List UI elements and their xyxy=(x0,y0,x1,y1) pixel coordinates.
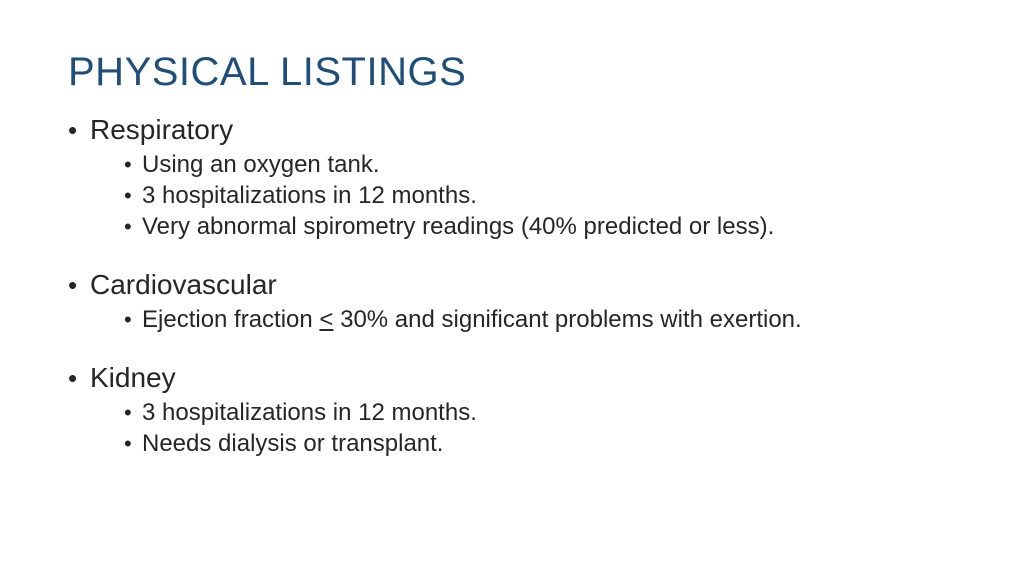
list-item: • Respiratory • Using an oxygen tank. • … xyxy=(68,113,956,242)
list-item: • Using an oxygen tank. xyxy=(124,149,956,180)
list-item: • Ejection fraction < 30% and significan… xyxy=(124,304,956,335)
bullet-icon: • xyxy=(68,272,90,298)
bullet-list-level2: • Using an oxygen tank. • 3 hospitalizat… xyxy=(68,149,956,243)
list-item-text: Ejection fraction < 30% and significant … xyxy=(142,304,802,335)
bullet-list-level2: • Ejection fraction < 30% and significan… xyxy=(68,304,956,335)
list-item-text: Needs dialysis or transplant. xyxy=(142,428,443,459)
underline-text: < xyxy=(319,306,333,333)
slide: PHYSICAL LISTINGS • Respiratory • Using … xyxy=(0,0,1024,576)
list-item-text: 3 hospitalizations in 12 months. xyxy=(142,180,477,211)
list-item-row: • Cardiovascular xyxy=(68,268,956,302)
list-item: • Cardiovascular • Ejection fraction < 3… xyxy=(68,268,956,335)
bullet-icon: • xyxy=(124,151,142,179)
list-item-row: • Kidney xyxy=(68,361,956,395)
bullet-icon: • xyxy=(124,306,142,334)
bullet-icon: • xyxy=(124,430,142,458)
list-item: • 3 hospitalizations in 12 months. xyxy=(124,397,956,428)
section-heading: Cardiovascular xyxy=(90,268,277,302)
bullet-icon: • xyxy=(124,399,142,427)
bullet-icon: • xyxy=(124,213,142,241)
slide-title: PHYSICAL LISTINGS xyxy=(68,50,956,95)
list-item-row: • Respiratory xyxy=(68,113,956,147)
bullet-list-level1: • Respiratory • Using an oxygen tank. • … xyxy=(68,113,956,459)
bullet-icon: • xyxy=(68,117,90,143)
bullet-icon: • xyxy=(124,182,142,210)
list-item: • Very abnormal spirometry readings (40%… xyxy=(124,211,956,242)
list-item-text: Using an oxygen tank. xyxy=(142,149,379,180)
bullet-list-level2: • 3 hospitalizations in 12 months. • Nee… xyxy=(68,397,956,459)
list-item-text: 3 hospitalizations in 12 months. xyxy=(142,397,477,428)
list-item: • Kidney • 3 hospitalizations in 12 mont… xyxy=(68,361,956,459)
section-heading: Kidney xyxy=(90,361,176,395)
bullet-icon: • xyxy=(68,365,90,391)
list-item-text: Very abnormal spirometry readings (40% p… xyxy=(142,211,774,242)
section-heading: Respiratory xyxy=(90,113,233,147)
list-item: • 3 hospitalizations in 12 months. xyxy=(124,180,956,211)
list-item: • Needs dialysis or transplant. xyxy=(124,428,956,459)
